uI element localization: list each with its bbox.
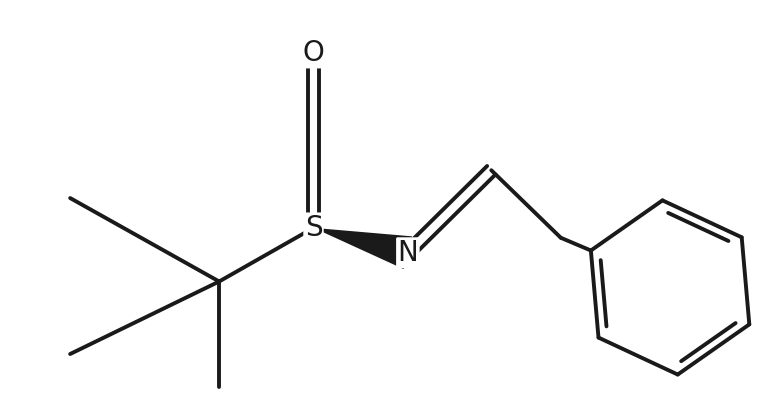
Polygon shape — [314, 228, 412, 269]
Text: O: O — [303, 39, 324, 67]
Text: N: N — [398, 239, 419, 267]
Text: S: S — [305, 214, 322, 242]
